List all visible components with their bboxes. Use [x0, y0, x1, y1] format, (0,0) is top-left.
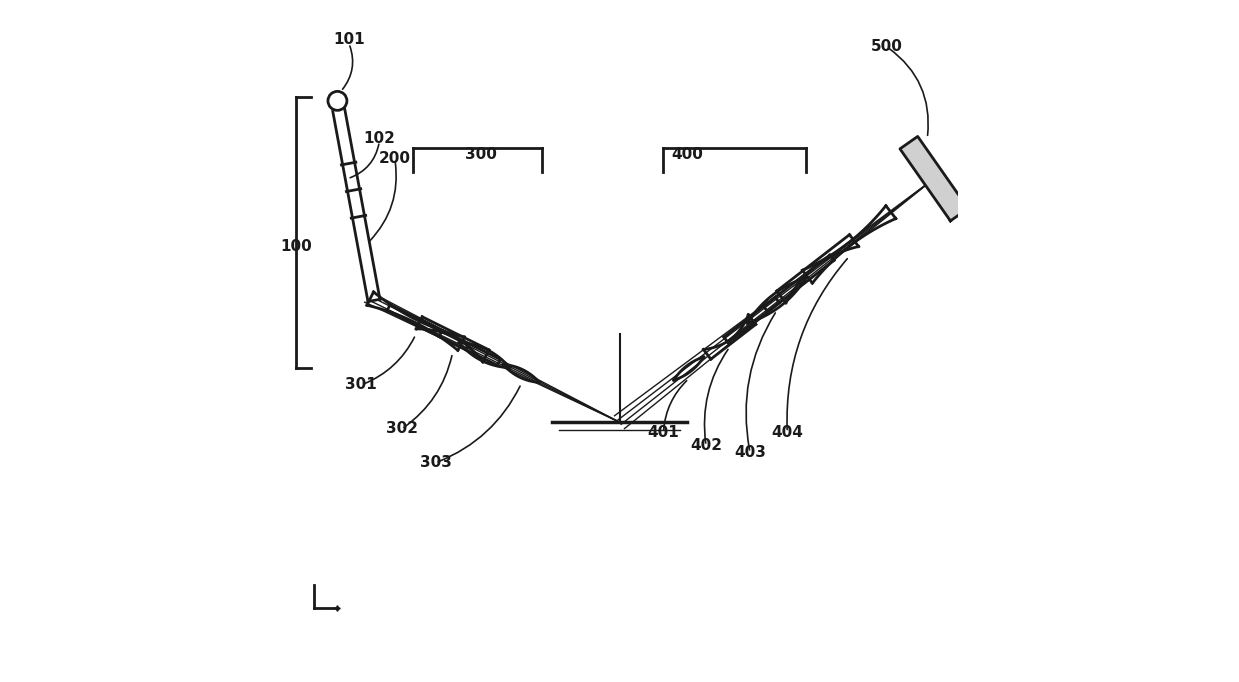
Text: 300: 300 [465, 147, 497, 162]
Text: 200: 200 [379, 151, 411, 166]
Text: 100: 100 [280, 239, 312, 254]
Text: 301: 301 [346, 377, 377, 392]
Text: 404: 404 [772, 425, 803, 440]
Text: 101: 101 [333, 33, 364, 48]
Text: 403: 403 [735, 445, 766, 460]
Text: 102: 102 [363, 130, 395, 145]
Text: 303: 303 [420, 456, 451, 471]
Text: 302: 302 [385, 421, 418, 436]
Polygon shape [900, 136, 968, 221]
Text: 500: 500 [871, 40, 903, 55]
Text: 402: 402 [690, 439, 722, 454]
Text: 401: 401 [648, 425, 679, 440]
Text: 400: 400 [672, 147, 703, 162]
